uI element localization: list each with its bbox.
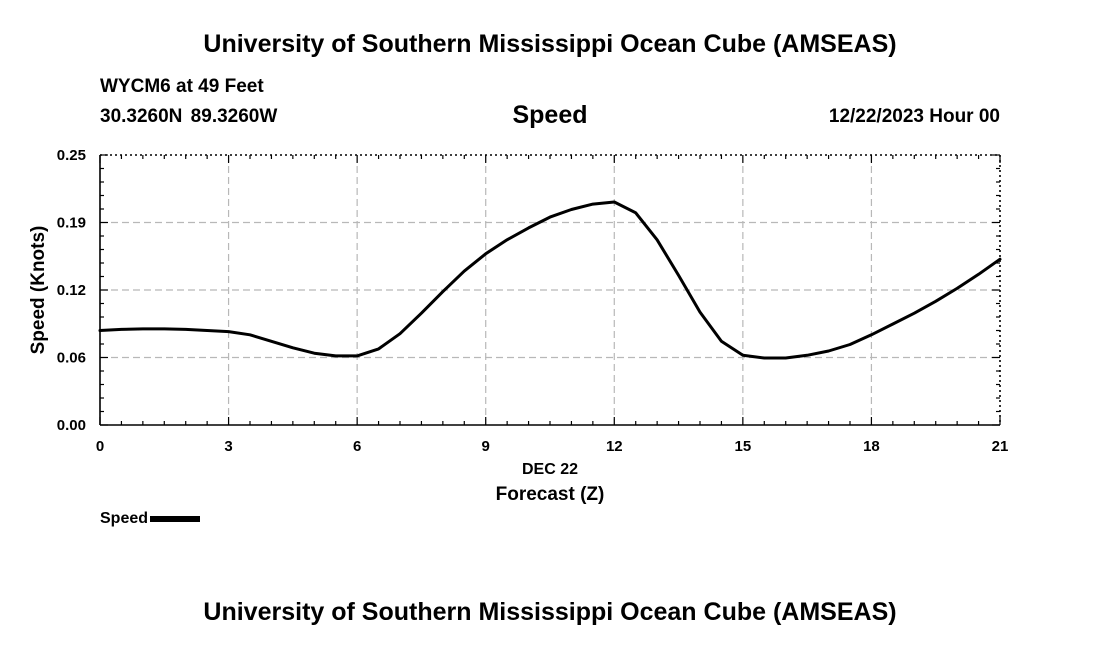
x-tick-label: 6 [353, 438, 361, 455]
legend-label: Speed [100, 510, 149, 527]
x-tick-label: 15 [735, 438, 752, 455]
y-tick-label: 0.12 [57, 282, 86, 299]
series-layer [98, 200, 1002, 360]
y-tick-label: 0.25 [57, 147, 86, 164]
station-label: WYCM6 at 49 Feet [100, 76, 264, 97]
x-tick-label: 3 [224, 438, 232, 455]
grid-layer [100, 155, 1000, 425]
forecast-datetime: 12/22/2023 Hour 00 [828, 106, 1000, 127]
coordinates-label: 30.3260N 89.3260W [100, 106, 278, 127]
footer-title: University of Southern Mississippi Ocean… [203, 598, 897, 626]
x-tick-label: 0 [96, 438, 104, 455]
x-tick-label: 9 [482, 438, 490, 455]
y-tick-label: 0.00 [57, 417, 86, 434]
legend-swatch [150, 515, 201, 522]
x-axis-label: Forecast (Z) [496, 484, 605, 505]
y-tick-label: 0.19 [57, 215, 86, 232]
x-tick-label: 21 [992, 438, 1009, 455]
legend: Speed [100, 510, 201, 528]
y-tick-label: 0.06 [57, 350, 86, 367]
x-tick-label: 12 [606, 438, 623, 455]
x-tick-label: 18 [863, 438, 880, 455]
chart-title: University of Southern Mississippi Ocean… [203, 30, 897, 58]
x-axis-date-label: DEC 22 [522, 461, 578, 478]
speed-series-line [98, 200, 1002, 360]
y-axis-label: Speed (Knots) [28, 226, 49, 355]
tick-layer: 0 3 6 9 12 15 18 21 0.00 0.06 0.12 0.19 0.25 [57, 147, 1009, 455]
variable-title: Speed [512, 101, 588, 129]
